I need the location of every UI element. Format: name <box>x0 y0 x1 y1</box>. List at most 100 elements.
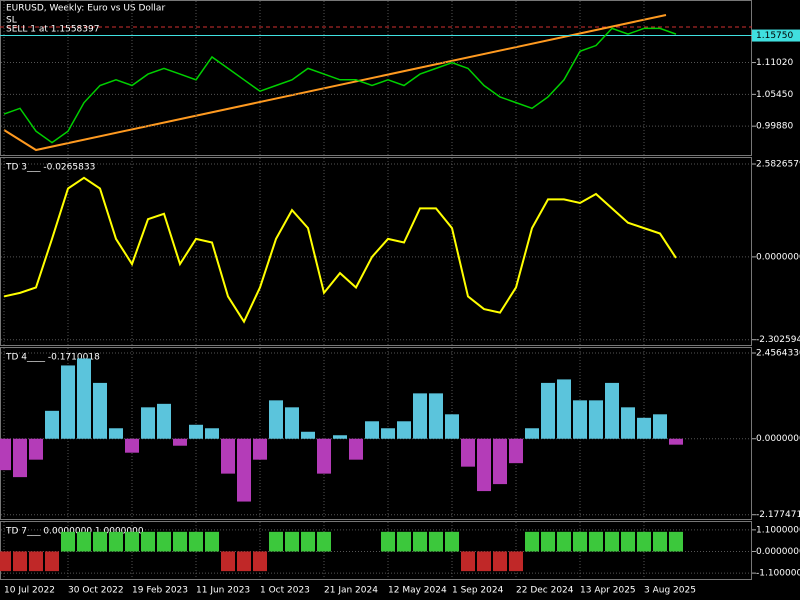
panel-title: TD 3___ -0.0265833 <box>5 163 95 173</box>
histogram-bar <box>621 407 635 439</box>
x-tick-label: 1 Sep 2024 <box>452 586 504 596</box>
y-tick-label: 1.1000000 <box>756 525 800 535</box>
histogram-bar <box>93 382 107 439</box>
histogram-bar <box>77 358 91 439</box>
y-tick-label: -1.1000000 <box>756 569 800 579</box>
order-label: SELL 1 at 1.1558397 <box>6 25 99 35</box>
histogram-bar <box>397 531 411 552</box>
histogram-bar <box>141 531 155 552</box>
histogram-bar <box>525 531 539 552</box>
histogram-bar <box>397 421 411 439</box>
x-tick-label: 13 Apr 2025 <box>580 586 636 596</box>
histogram-bar <box>125 438 139 453</box>
histogram-bar <box>429 393 443 439</box>
histogram-bar <box>269 531 283 552</box>
histogram-bar <box>205 531 219 552</box>
histogram-bar <box>173 438 187 446</box>
y-tick-label: 1.15750 <box>756 31 793 41</box>
histogram-bar <box>253 551 267 572</box>
histogram-bar <box>141 407 155 439</box>
histogram-bar <box>493 551 507 572</box>
histogram-bar <box>253 438 267 460</box>
histogram-bar <box>221 438 235 474</box>
histogram-bar <box>333 435 347 439</box>
histogram-bar <box>317 531 331 552</box>
histogram-bar <box>445 414 459 439</box>
histogram-bar <box>509 551 523 572</box>
histogram-bar <box>541 382 555 439</box>
histogram-bar <box>301 431 315 439</box>
histogram-bar <box>189 531 203 552</box>
histogram-bar <box>525 428 539 439</box>
histogram-bar <box>557 379 571 439</box>
histogram-bar <box>0 551 11 572</box>
panel-title: TD 4____ -0.1710018 <box>5 353 100 363</box>
histogram-bar <box>237 551 251 572</box>
histogram-bar <box>605 382 619 439</box>
histogram-bar <box>269 400 283 439</box>
histogram-bar <box>477 551 491 572</box>
price-box <box>752 29 800 42</box>
panel-frame <box>0 0 752 156</box>
y-tick-label: 0.0000000 <box>756 252 800 262</box>
histogram-bar <box>653 414 667 439</box>
histogram-bar <box>589 400 603 439</box>
histogram-bar <box>13 551 27 572</box>
histogram-bar <box>637 417 651 439</box>
x-tick-label: 12 May 2024 <box>388 586 447 596</box>
histogram-bar <box>205 428 219 439</box>
series-line <box>3 176 677 324</box>
histogram-bar <box>109 428 123 439</box>
histogram-bar <box>125 531 139 552</box>
histogram-bar <box>541 531 555 552</box>
x-tick-label: 19 Feb 2023 <box>132 586 188 596</box>
series-line <box>3 27 677 144</box>
histogram-bar <box>301 531 315 552</box>
frames <box>0 0 752 580</box>
chart-title: EURUSD, Weekly: Euro vs US Dollar <box>6 4 165 14</box>
histogram-bar <box>285 531 299 552</box>
histogram-bar <box>477 438 491 492</box>
y-tick-label: 0.0000000 <box>756 547 800 557</box>
y-tick-label: 1.11020 <box>756 58 793 68</box>
panel-frame <box>0 521 752 580</box>
histogram-bar <box>381 531 395 552</box>
y-tick-label: 1.05450 <box>756 90 793 100</box>
histogram-bar <box>589 531 603 552</box>
y-tick-label: 0.0000000 <box>756 434 800 444</box>
histogram-bar <box>109 531 123 552</box>
x-tick-label: 11 Jun 2023 <box>196 586 250 596</box>
y-tick-label: 2.5826579 <box>756 160 800 170</box>
histogram-bar <box>157 531 171 552</box>
histogram-bar <box>669 531 683 552</box>
histogram-bar <box>509 438 523 464</box>
x-tick-label: 1 Oct 2023 <box>260 586 310 596</box>
histogram-bar <box>13 438 27 478</box>
histogram-bar <box>45 410 59 439</box>
histogram-bar <box>637 531 651 552</box>
histogram-bar <box>237 438 251 502</box>
histogram-bar <box>173 531 187 552</box>
histogram-bar <box>413 393 427 439</box>
histogram-bar <box>445 531 459 552</box>
histogram-bar <box>77 531 91 552</box>
histogram-bar <box>493 438 507 485</box>
histogram-bar <box>29 438 43 460</box>
histogram-bar <box>349 438 363 460</box>
histogram-bar <box>461 551 475 572</box>
histogram-bar <box>381 428 395 439</box>
histogram-bar <box>189 424 203 439</box>
x-tick-label: 21 Jan 2024 <box>324 586 378 596</box>
trendline <box>3 14 667 152</box>
histogram-bar <box>413 531 427 552</box>
y-tick-label: 0.99880 <box>756 122 793 132</box>
histogram-bar <box>61 365 75 439</box>
x-tick-label: 30 Oct 2022 <box>68 586 124 596</box>
histogram-bar <box>605 531 619 552</box>
y-tick-label: -2.3025947 <box>756 335 800 345</box>
histogram-bar <box>0 438 11 471</box>
histogram-bar <box>621 531 635 552</box>
histogram-bar <box>317 438 331 474</box>
sl-label: SL <box>6 16 17 26</box>
